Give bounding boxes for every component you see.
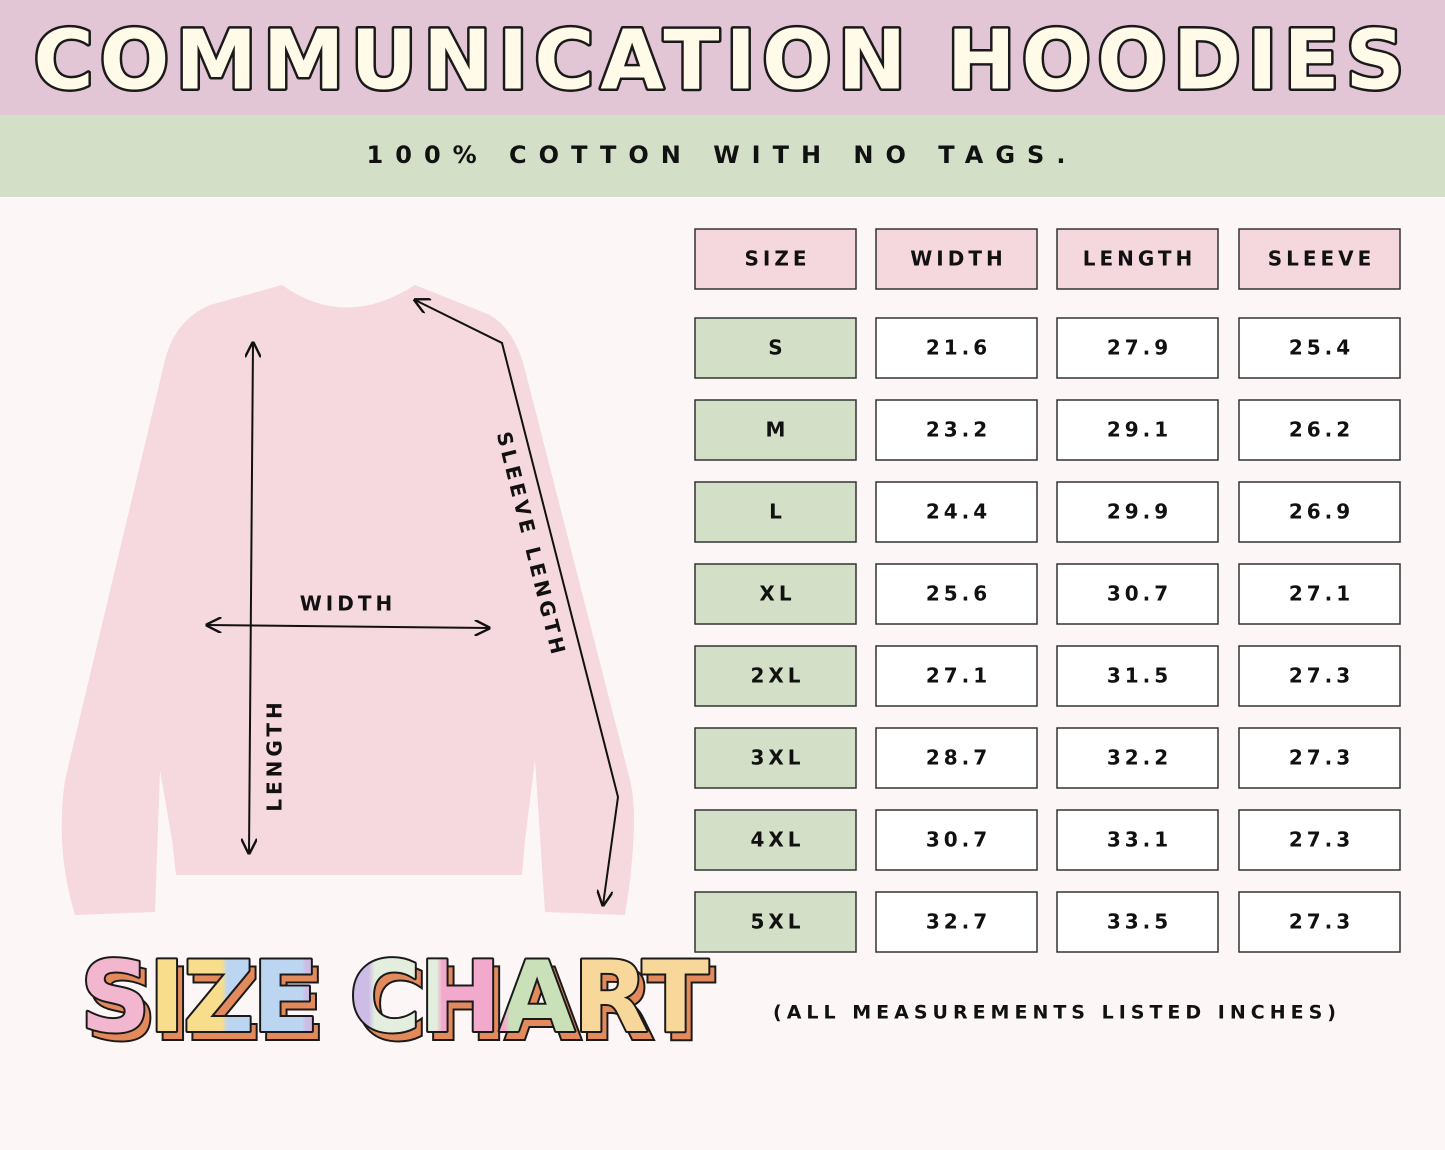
header-cell-box bbox=[1238, 228, 1401, 290]
value-cell: 27.1 bbox=[926, 664, 991, 688]
size-cell: 2XL bbox=[750, 664, 804, 688]
size-chart-title: SIZE CHART bbox=[80, 941, 709, 1055]
title: COMMUNICATION HOODIES bbox=[33, 13, 1410, 108]
value-cell: 27.3 bbox=[1289, 664, 1354, 688]
value-cell-box bbox=[1238, 727, 1401, 789]
value-cell-box bbox=[1238, 563, 1401, 625]
value-cell: 28.7 bbox=[926, 746, 991, 770]
size-cell: 3XL bbox=[750, 746, 804, 770]
size-cell: 5XL bbox=[750, 910, 804, 934]
size-cell-box bbox=[694, 727, 857, 789]
value-cell-box bbox=[875, 563, 1038, 625]
size-cell-box bbox=[694, 891, 857, 953]
value-cell-box bbox=[1056, 809, 1219, 871]
size-chart-shadow: SIZE CHART bbox=[86, 949, 715, 1063]
value-cell-box bbox=[1238, 891, 1401, 953]
size-cell: XL bbox=[759, 582, 795, 606]
value-cell-box bbox=[1056, 645, 1219, 707]
header-cell-box bbox=[694, 228, 857, 290]
header-band bbox=[0, 0, 1445, 115]
value-cell: 31.5 bbox=[1107, 664, 1172, 688]
value-cell-box bbox=[1056, 891, 1219, 953]
header-cell: WIDTH bbox=[910, 247, 1006, 271]
value-cell: 30.7 bbox=[1107, 582, 1172, 606]
value-cell: 27.3 bbox=[1289, 828, 1354, 852]
value-cell: 33.5 bbox=[1107, 910, 1172, 934]
length-arrow bbox=[249, 343, 253, 853]
sleeve-arrow bbox=[415, 300, 620, 905]
length-label: LENGTH bbox=[263, 698, 287, 812]
value-cell: 21.6 bbox=[926, 336, 991, 360]
value-cell: 26.9 bbox=[1289, 500, 1354, 524]
value-cell-box bbox=[1056, 563, 1219, 625]
value-cell: 29.9 bbox=[1107, 500, 1172, 524]
size-cell-box bbox=[694, 645, 857, 707]
size-cell-box bbox=[694, 481, 857, 543]
value-cell-box bbox=[875, 317, 1038, 379]
value-cell: 30.7 bbox=[926, 828, 991, 852]
value-cell-box bbox=[1238, 645, 1401, 707]
size-cell: S bbox=[768, 336, 786, 360]
header-cell: SLEEVE bbox=[1268, 247, 1376, 271]
value-cell: 32.7 bbox=[926, 910, 991, 934]
size-table: SIZE WIDTH LENGTH SLEEVE S 21.6 27.9 25.4 M 23.2 2… bbox=[694, 228, 1401, 953]
size-cell: M bbox=[766, 418, 790, 442]
header-cell-box bbox=[875, 228, 1038, 290]
subtitle-band bbox=[0, 115, 1445, 197]
value-cell-box bbox=[1056, 481, 1219, 543]
value-cell: 27.1 bbox=[1289, 582, 1354, 606]
size-cell-box bbox=[694, 809, 857, 871]
size-cell-box bbox=[694, 399, 857, 461]
width-label: WIDTH bbox=[300, 592, 396, 616]
subtitle: 100% COTTON WITH NO TAGS. bbox=[367, 141, 1078, 169]
value-cell-box bbox=[875, 645, 1038, 707]
value-cell: 27.3 bbox=[1289, 746, 1354, 770]
size-cell-box bbox=[694, 317, 857, 379]
value-cell-box bbox=[1056, 317, 1219, 379]
size-cell: 4XL bbox=[750, 828, 804, 852]
size-cell: L bbox=[769, 500, 786, 524]
value-cell-box bbox=[875, 891, 1038, 953]
value-cell: 24.4 bbox=[926, 500, 991, 524]
note: (ALL MEASUREMENTS LISTED INCHES) bbox=[773, 1002, 1341, 1024]
value-cell: 33.1 bbox=[1107, 828, 1172, 852]
value-cell-box bbox=[1056, 399, 1219, 461]
value-cell-box bbox=[1056, 727, 1219, 789]
value-cell-box bbox=[875, 809, 1038, 871]
header-cell: LENGTH bbox=[1083, 247, 1197, 271]
value-cell-box bbox=[875, 399, 1038, 461]
value-cell: 26.2 bbox=[1289, 418, 1354, 442]
value-cell-box bbox=[1238, 399, 1401, 461]
value-cell: 25.6 bbox=[926, 582, 991, 606]
value-cell-box bbox=[1238, 481, 1401, 543]
value-cell: 25.4 bbox=[1289, 336, 1354, 360]
value-cell-box bbox=[875, 727, 1038, 789]
value-cell-box bbox=[1238, 317, 1401, 379]
value-cell: 32.2 bbox=[1107, 746, 1172, 770]
header-cell-box bbox=[1056, 228, 1219, 290]
size-cell-box bbox=[694, 563, 857, 625]
value-cell: 27.9 bbox=[1107, 336, 1172, 360]
value-cell: 23.2 bbox=[926, 418, 991, 442]
value-cell-box bbox=[875, 481, 1038, 543]
header-cell: SIZE bbox=[744, 247, 810, 271]
value-cell: 29.1 bbox=[1107, 418, 1172, 442]
value-cell: 27.3 bbox=[1289, 910, 1354, 934]
value-cell-box bbox=[1238, 809, 1401, 871]
